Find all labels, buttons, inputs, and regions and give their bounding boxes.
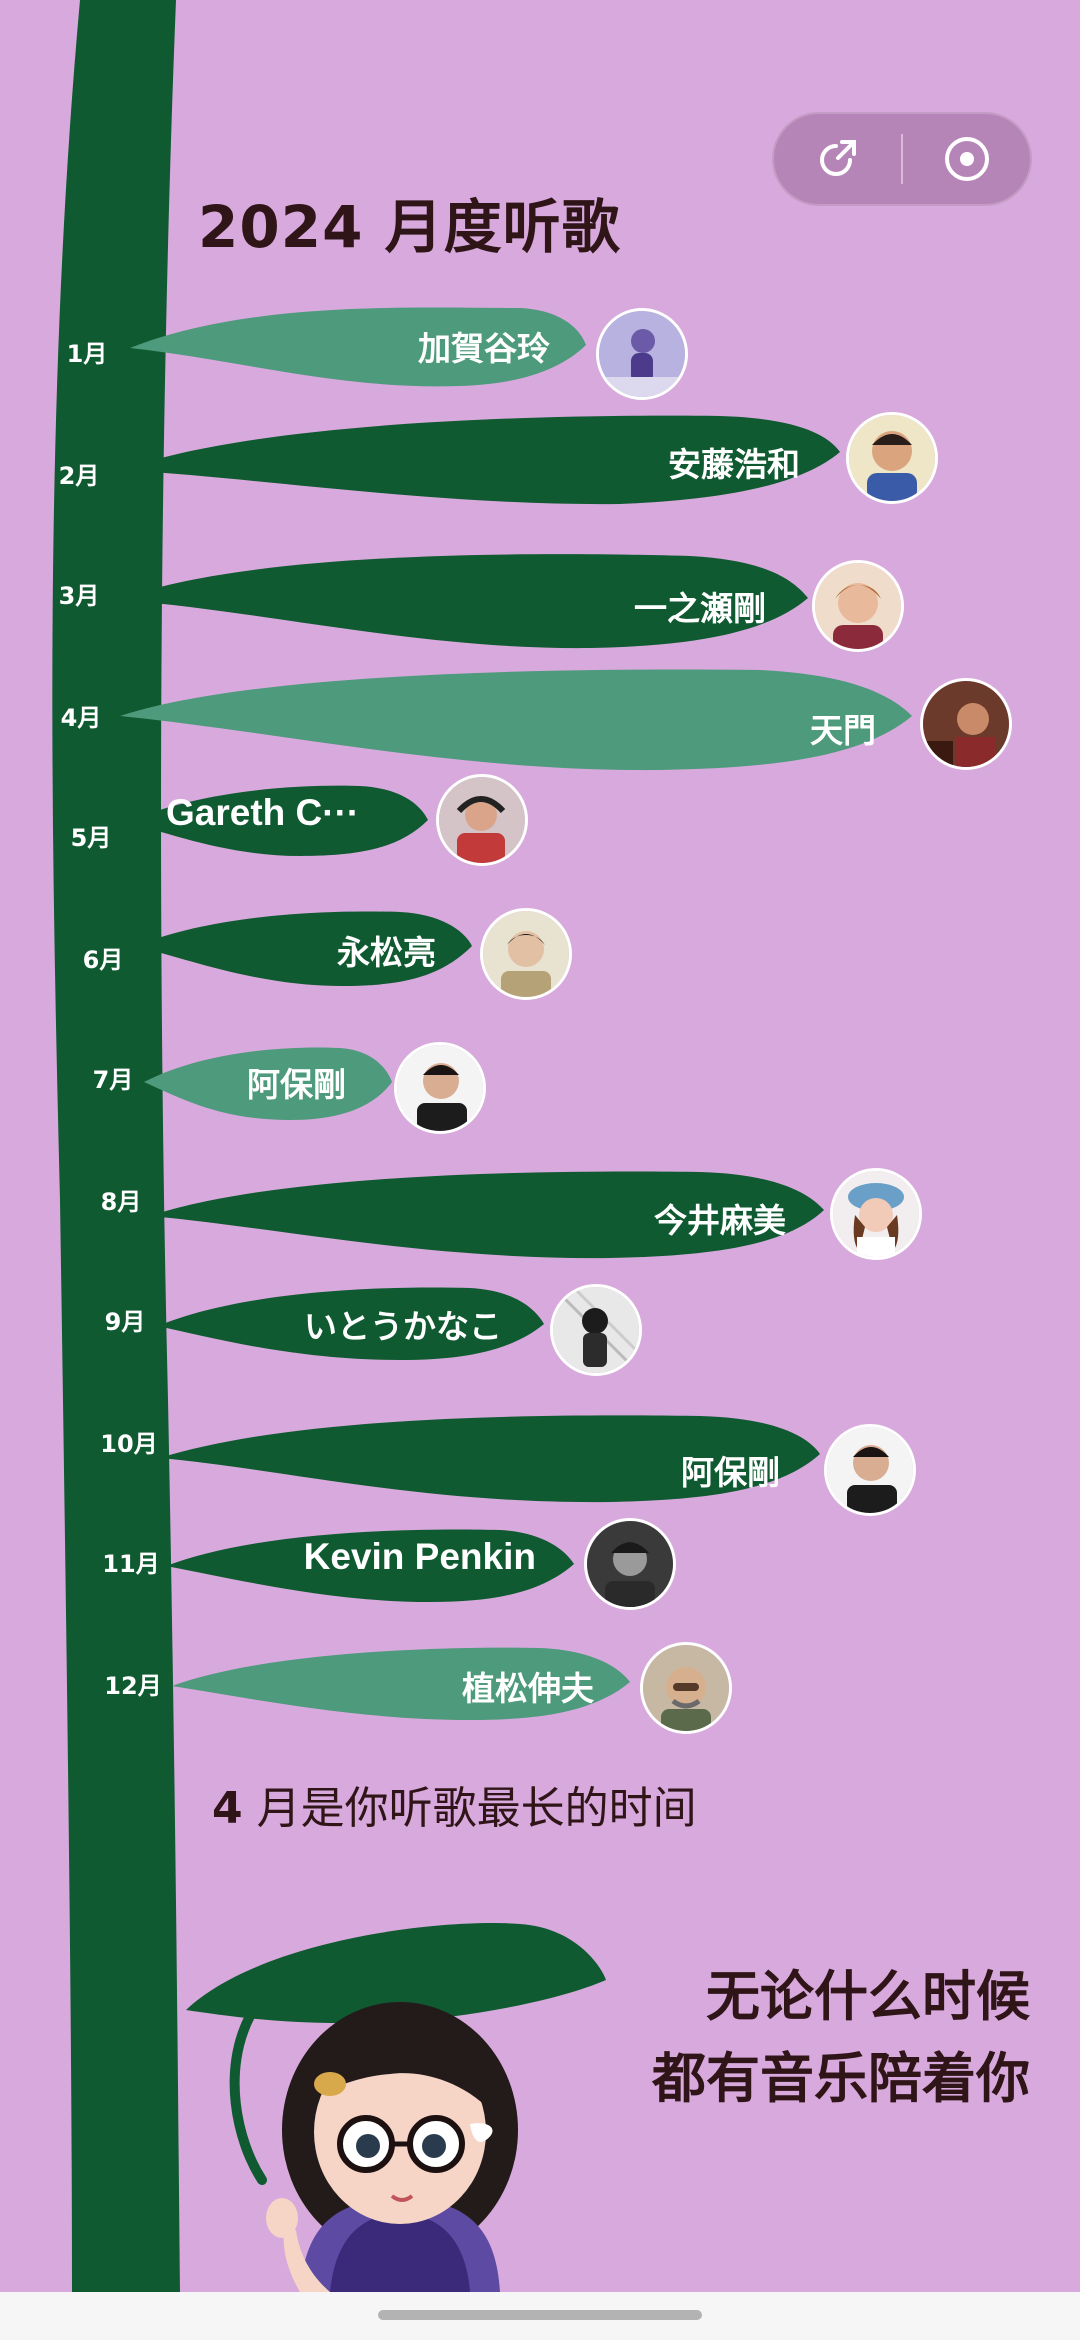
leaf-8 [150, 1171, 824, 1259]
artist-avatar-6[interactable] [480, 908, 572, 1000]
home-indicator[interactable] [378, 2310, 702, 2320]
leaf-2 [122, 415, 840, 505]
leaf-5 [128, 785, 428, 856]
plant-stem [52, 0, 180, 2292]
leaf-artist-10[interactable]: 阿保剛 [681, 1453, 780, 1492]
page-title: 2024 月度听歌 [198, 193, 621, 261]
plant-illustration [52, 0, 912, 2292]
month-label-7: 7月 [92, 1066, 134, 1094]
month-label-5: 5月 [70, 824, 112, 852]
slogan-line-2: 都有音乐陪着你 [652, 2047, 1030, 2110]
leaf-4 [120, 669, 912, 771]
share-button[interactable] [772, 112, 902, 206]
summary-caption: 月是你听歌最长的时间 [256, 1783, 697, 1834]
summary-highlight-month: 4 [212, 1783, 243, 1834]
month-label-12: 12月 [104, 1672, 162, 1700]
leaf-artist-5[interactable]: Gareth C··· [166, 792, 360, 833]
leaf-artist-9[interactable]: いとうかなこ [304, 1307, 502, 1346]
artist-avatar-12[interactable] [640, 1642, 732, 1734]
umbrella-leaf [186, 1923, 606, 2024]
month-label-9: 9月 [104, 1308, 146, 1336]
artist-avatar-7[interactable] [394, 1042, 486, 1134]
artist-avatar-11[interactable] [584, 1518, 676, 1610]
controls-divider [901, 134, 903, 184]
month-label-6: 6月 [82, 946, 124, 974]
leaf-artist-7[interactable]: 阿保剛 [247, 1065, 346, 1104]
top-controls [772, 112, 1032, 206]
leaf-6 [136, 911, 472, 986]
leaf-artist-4[interactable]: 天門 [810, 711, 876, 750]
leaf-artist-12[interactable]: 植松伸夫 [462, 1669, 594, 1708]
leaf-artist-1[interactable]: 加賀谷玲 [418, 329, 550, 368]
leaf-10 [160, 1415, 820, 1503]
leaf-artist-8[interactable]: 今井麻美 [654, 1201, 786, 1240]
month-label-8: 8月 [100, 1188, 142, 1216]
artist-avatar-5[interactable] [436, 774, 528, 866]
month-label-2: 2月 [58, 462, 100, 490]
artist-avatar-4[interactable] [920, 678, 1012, 770]
record-icon [945, 137, 989, 181]
month-label-11: 11月 [102, 1550, 160, 1578]
leaf-artist-3[interactable]: 一之瀬剛 [634, 589, 766, 628]
leaf-11 [166, 1529, 574, 1602]
month-label-1: 1月 [66, 340, 108, 368]
leaf-1 [130, 307, 586, 387]
leaf-9 [158, 1287, 544, 1360]
share-icon [820, 140, 856, 176]
artist-avatar-2[interactable] [846, 412, 938, 504]
summary-text: 4 月是你听歌最长的时间 [212, 1772, 697, 1836]
leaf-artist-6[interactable]: 永松亮 [337, 933, 436, 972]
artist-avatar-10[interactable] [824, 1424, 916, 1516]
leaf-artist-11[interactable]: Kevin Penkin [303, 1536, 536, 1577]
slogan-line-1: 无论什么时候 [706, 1965, 1030, 2028]
artist-avatar-3[interactable] [812, 560, 904, 652]
leaf-3 [118, 554, 808, 649]
artist-avatar-9[interactable] [550, 1284, 642, 1376]
artist-avatar-8[interactable] [830, 1168, 922, 1260]
month-label-3: 3月 [58, 582, 100, 610]
leaf-12 [172, 1647, 630, 1720]
month-label-4: 4月 [60, 704, 102, 732]
leaf-artist-2[interactable]: 安藤浩和 [668, 445, 800, 484]
mascot-girl [266, 2002, 518, 2292]
month-label-10: 10月 [100, 1430, 158, 1458]
artist-avatar-1[interactable] [596, 308, 688, 400]
umbrella-leaf-stalk [229, 2011, 267, 2185]
leaf-7 [144, 1047, 392, 1120]
record-button[interactable] [902, 112, 1032, 206]
